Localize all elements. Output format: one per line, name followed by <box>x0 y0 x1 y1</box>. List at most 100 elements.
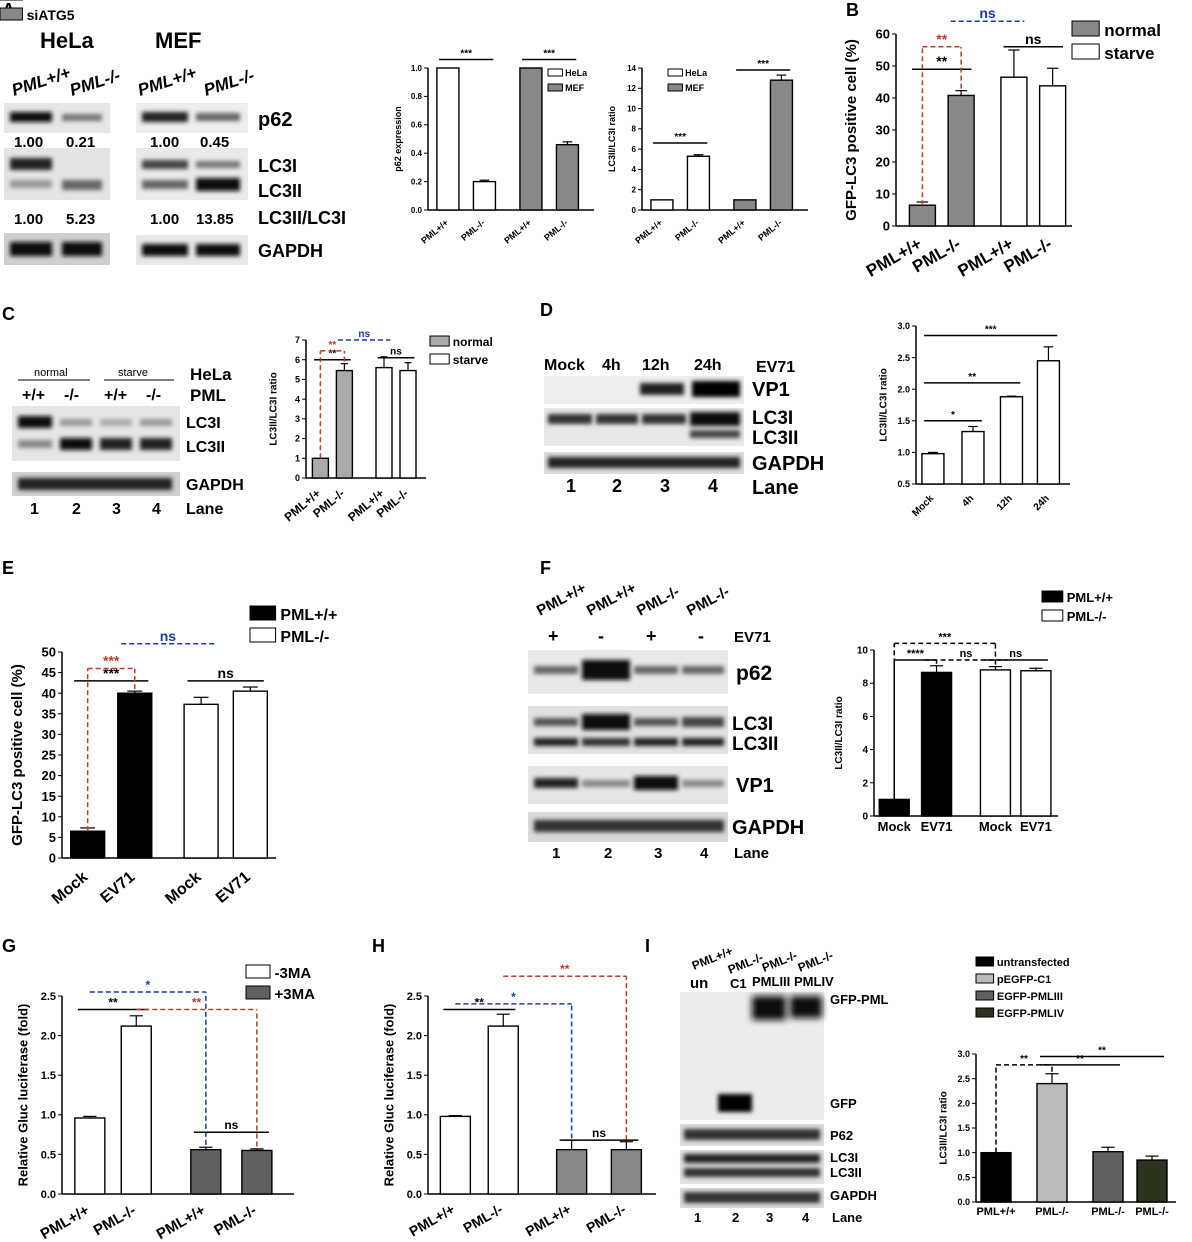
mef-p62-band-2 <box>196 113 240 121</box>
i-lane-1: 1 <box>694 1210 701 1225</box>
y-tick-label: 0.8 <box>411 92 423 101</box>
sig-label: * <box>951 410 955 421</box>
hela-lane-2-label: PML-/- <box>67 66 123 100</box>
panel-label-E: E <box>2 558 14 578</box>
sig-label: ** <box>936 53 947 69</box>
bar <box>733 199 757 211</box>
c-lc3i-band-2 <box>60 419 92 426</box>
legend-label: normal <box>1104 21 1161 40</box>
legend-swatch <box>1071 43 1100 60</box>
legend-swatch <box>975 990 995 1001</box>
marker-gapdh: GAPDH <box>258 241 323 261</box>
sig-label: *** <box>543 48 555 59</box>
i-geno-3: PML-/- <box>760 948 799 975</box>
f-p62-band-2 <box>582 660 630 680</box>
sig-label: ns <box>592 1126 606 1140</box>
panel-I-blots: PML+/+ PML-/- PML-/- PML-/- un C1 PMLIII… <box>680 944 889 1225</box>
f-lc3ii-band-3 <box>634 738 678 746</box>
marker-lc3-ratio: LC3II/LC3I <box>258 208 346 228</box>
category-label: PML-/- <box>211 1202 259 1240</box>
i-construct-2: C1 <box>730 976 747 991</box>
f-lane-3: 3 <box>654 845 662 862</box>
i-lc3i-bands <box>684 1154 820 1163</box>
category-label: PML-/- <box>1035 1206 1069 1218</box>
chart-A-p62: 0.0 0.2 0.4 0.6 0.8 1.0 p62 expression PML+/+ PM… <box>393 48 594 246</box>
sig-label: ns <box>1009 648 1022 660</box>
legend-label: -3MA <box>275 965 312 982</box>
y-tick-label: 35 <box>42 706 56 721</box>
sig-label: ** <box>968 372 976 383</box>
legend-label: PML-/- <box>280 629 329 646</box>
legend-swatch <box>1071 20 1100 37</box>
bar <box>686 155 711 211</box>
sig-label: * <box>511 990 516 1004</box>
y-axis-label: LC3II/LC3I ratio <box>879 368 890 441</box>
legend-swatch <box>429 335 450 347</box>
i-geno-4: PML-/- <box>796 948 835 975</box>
category-label: PML-/- <box>460 1201 505 1236</box>
bar <box>399 369 417 479</box>
category-label: Mock <box>49 869 91 908</box>
y-tick-label: 6 <box>632 145 637 154</box>
category-label: EV71 <box>97 869 138 907</box>
d-marker-lc3ii: LC3II <box>752 428 798 449</box>
f-vp1-band-4 <box>682 780 724 787</box>
d-time-4h: 4h <box>602 357 621 374</box>
mef-lc3ii-band-2 <box>196 178 240 191</box>
f-p62-band-3 <box>634 666 678 674</box>
legend-label: siNC <box>27 0 59 3</box>
sig-label: ** <box>1076 1054 1084 1065</box>
f-lane-label: Lane <box>734 845 769 862</box>
bar <box>650 199 674 211</box>
f-lc3ii-band-1 <box>534 738 578 746</box>
i-lane-4: 4 <box>802 1210 810 1225</box>
sig-label: ** <box>560 962 570 976</box>
legend-label: PML-/- <box>1067 609 1107 624</box>
i-marker-gfppml: GFP-PML <box>830 992 889 1007</box>
d-lc3i-band-4 <box>690 412 740 426</box>
category-label: PML+/+ <box>523 1201 574 1240</box>
legend-label: EGFP-PMLIV <box>997 1008 1065 1020</box>
legend-swatch <box>667 83 683 92</box>
y-tick-label: 10 <box>627 104 636 113</box>
category-label: PML-/- <box>1091 1206 1125 1218</box>
panel-label-G: G <box>2 936 16 956</box>
category-label: PML-/- <box>542 217 569 242</box>
sig-label: **** <box>907 648 925 660</box>
y-tick-label: 50 <box>42 645 56 660</box>
legend-swatch <box>1041 609 1064 622</box>
hela-lc3i-band-1 <box>10 158 52 170</box>
f-lane-1: 1 <box>552 845 560 862</box>
c-lc3i-band-3 <box>100 419 132 426</box>
panel-label-F: F <box>540 558 551 578</box>
y-tick-label: 0.0 <box>411 206 423 215</box>
f-lc3i-band-2 <box>582 714 630 730</box>
bar <box>311 457 330 479</box>
legend-swatch <box>245 964 271 979</box>
mef-lc3-quant-2: 13.85 <box>196 211 234 228</box>
category-label: PML+/+ <box>502 217 533 245</box>
bar <box>555 143 580 211</box>
i-marker-gapdh: GAPDH <box>830 1188 877 1203</box>
panel-label-H: H <box>372 936 385 956</box>
f-marker-lc3ii: LC3II <box>732 734 778 755</box>
category-label: Mock <box>162 869 204 908</box>
y-tick-label: 3.0 <box>897 321 910 331</box>
y-tick-label: 0 <box>632 206 637 215</box>
y-tick-label: 0.0 <box>957 1197 970 1207</box>
legend-swatch <box>1041 590 1064 603</box>
y-tick-label: 12 <box>627 84 636 93</box>
panel-A-blots: HeLa MEF PML+/+ PML-/- PML+/+ PML-/- 1.0… <box>4 28 346 265</box>
f-sign-3: + <box>646 626 657 646</box>
y-tick-label: 1.5 <box>897 416 910 426</box>
y-axis-label: p62 expression <box>393 106 403 172</box>
y-axis-label: LC3II/LC3I ratio <box>607 105 617 172</box>
d-lane-2: 2 <box>612 476 622 496</box>
panel-label-B: B <box>846 0 859 20</box>
y-tick-label: 1.5 <box>957 1123 970 1133</box>
category-label: PML-/- <box>756 217 783 242</box>
y-axis-label: Relative Gluc luciferase (fold) <box>381 1004 396 1187</box>
bar <box>921 452 945 485</box>
y-axis-label: GFP-LC3 positive cell (%) <box>9 664 26 846</box>
c-lc3ii-band-2 <box>60 438 92 450</box>
